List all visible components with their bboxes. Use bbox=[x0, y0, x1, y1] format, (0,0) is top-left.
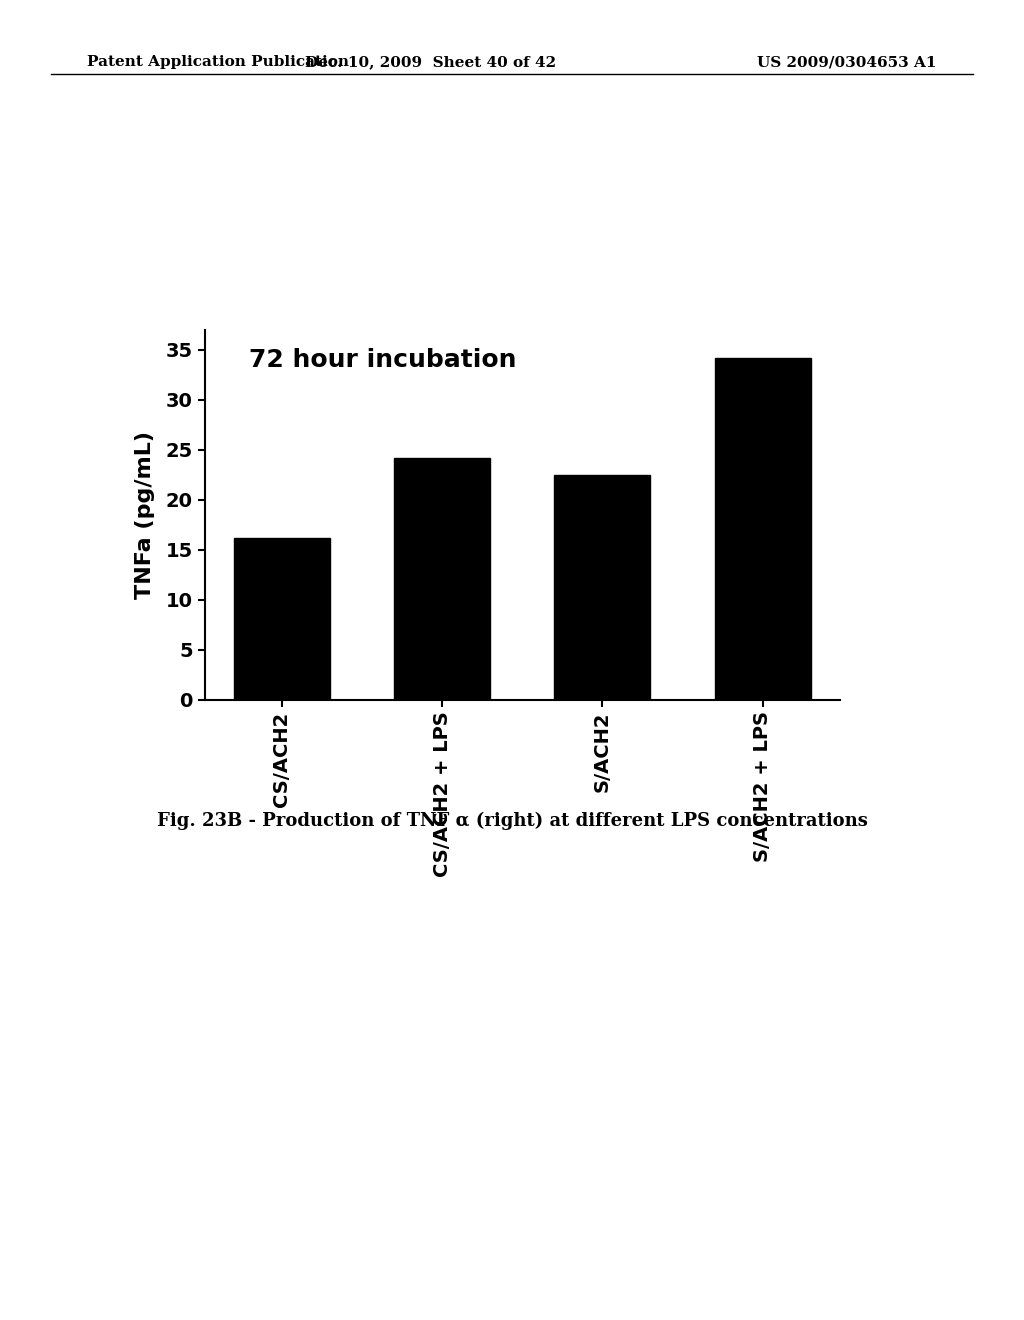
Text: Patent Application Publication: Patent Application Publication bbox=[87, 55, 349, 70]
Text: 72 hour incubation: 72 hour incubation bbox=[249, 348, 516, 372]
Bar bbox=[394, 458, 490, 700]
Bar bbox=[554, 475, 650, 700]
Text: US 2009/0304653 A1: US 2009/0304653 A1 bbox=[758, 55, 937, 70]
Text: Dec. 10, 2009  Sheet 40 of 42: Dec. 10, 2009 Sheet 40 of 42 bbox=[304, 55, 556, 70]
Y-axis label: TNFa (pg/mL): TNFa (pg/mL) bbox=[134, 430, 155, 599]
Bar bbox=[715, 358, 811, 700]
Bar bbox=[233, 537, 330, 700]
Text: Fig. 23B - Production of TNF α (right) at different LPS concentrations: Fig. 23B - Production of TNF α (right) a… bbox=[157, 812, 867, 830]
